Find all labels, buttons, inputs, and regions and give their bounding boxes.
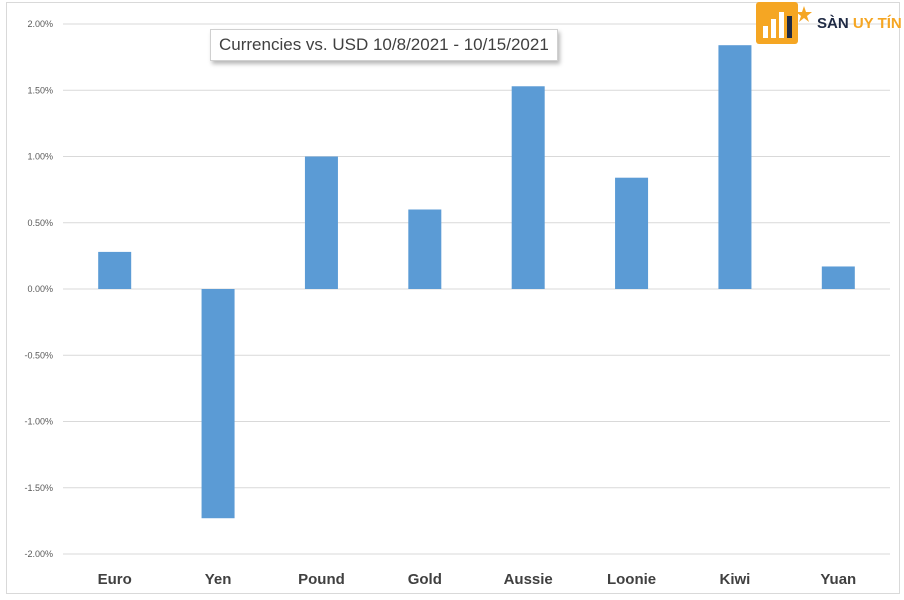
bar-loonie [615, 177, 649, 289]
x-tick-label: Pound [298, 571, 345, 588]
x-tick-label: Kiwi [720, 571, 751, 588]
y-tick-label: -2.00% [24, 549, 53, 559]
x-tick-label: Loonie [607, 571, 656, 588]
y-axis-ticks: 2.00% 1.50% 1.00% 0.50% 0.00% -0.50% -1.00% -1.… [24, 19, 53, 559]
bar-gold [408, 209, 442, 289]
bar-pound [304, 156, 338, 289]
watermark-text-uytin: UY TÍN [852, 15, 902, 32]
watermark-text-san: SÀN [817, 15, 849, 32]
x-tick-label: Yuan [820, 571, 856, 588]
y-tick-label: 1.50% [27, 85, 53, 95]
watermark-text: SÀN UY TÍN [817, 15, 902, 32]
y-tick-label: 0.50% [27, 218, 53, 228]
gridlines [63, 23, 890, 555]
bar-aussie [511, 86, 545, 290]
y-tick-label: -1.50% [24, 483, 53, 493]
bar-yen [201, 289, 235, 519]
bar-euro [98, 251, 132, 289]
bar-yuan [821, 266, 855, 289]
y-tick-label: 0.00% [27, 284, 53, 294]
x-tick-label: Gold [408, 571, 442, 588]
y-tick-label: -1.00% [24, 417, 53, 427]
y-tick-label: -0.50% [24, 350, 53, 360]
y-tick-label: 2.00% [27, 19, 53, 29]
watermark-logo: SÀN UY TÍN [756, 2, 902, 44]
x-tick-label: Aussie [504, 571, 553, 588]
bar-kiwi [718, 45, 752, 290]
x-tick-label: Euro [98, 571, 132, 588]
bar-chart-star-icon [756, 2, 812, 44]
chart-title: Currencies vs. USD 10/8/2021 - 10/15/202… [210, 29, 558, 61]
y-tick-label: 1.00% [27, 152, 53, 162]
x-tick-label: Yen [205, 571, 232, 588]
bars [98, 45, 855, 519]
x-axis-ticks: Euro Yen Pound Gold Aussie Loonie Kiwi Yuan [98, 571, 857, 588]
